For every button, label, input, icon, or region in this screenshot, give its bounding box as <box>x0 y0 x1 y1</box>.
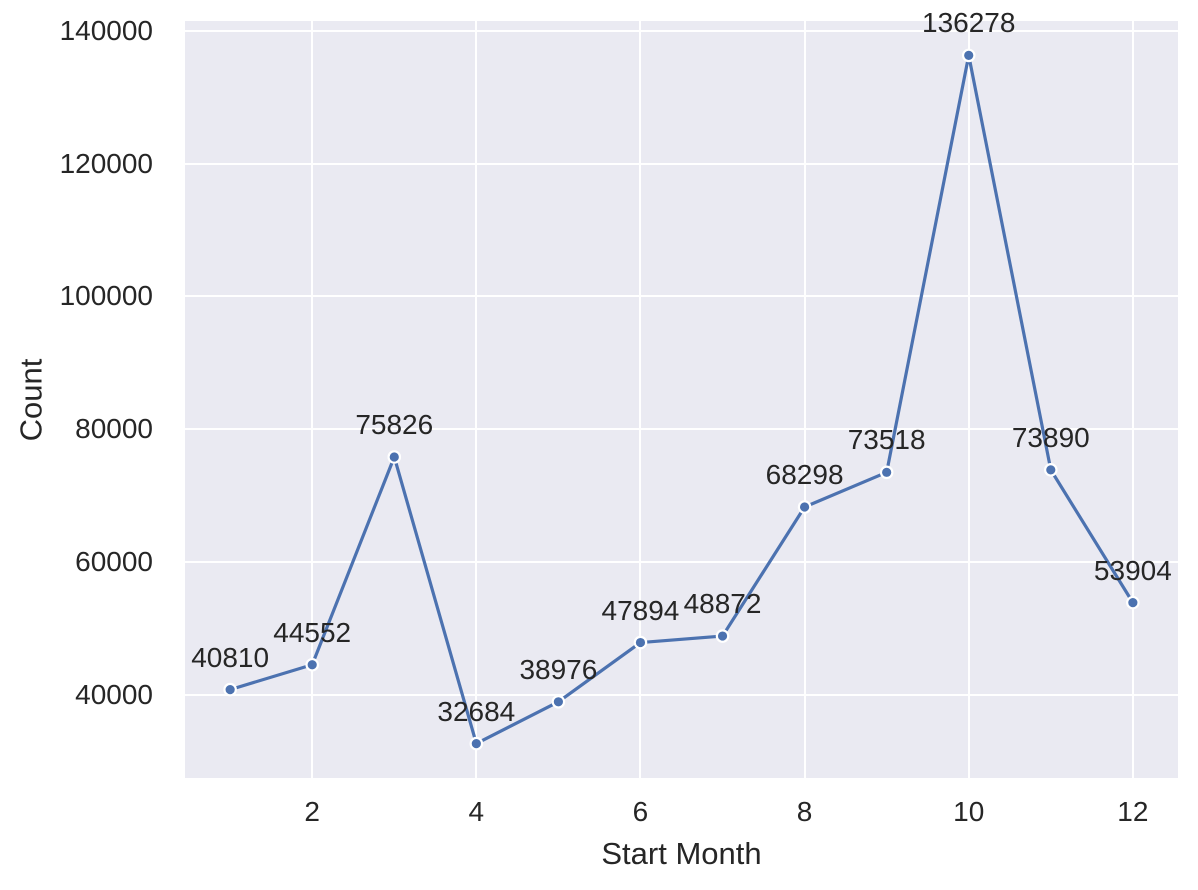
data-point-label: 136278 <box>922 7 1016 39</box>
gridline-horizontal <box>185 693 1178 696</box>
data-point-label: 40810 <box>191 641 270 673</box>
gridline-vertical <box>1131 21 1134 778</box>
y-tick-label: 120000 <box>59 147 153 179</box>
y-tick-label: 80000 <box>75 413 153 445</box>
y-tick-label: 100000 <box>59 280 153 312</box>
data-point-label: 53904 <box>1093 554 1172 586</box>
data-point-label: 47894 <box>601 594 680 626</box>
gridline-horizontal <box>185 428 1178 431</box>
data-point-marker <box>1126 595 1140 610</box>
data-point-marker <box>387 450 402 464</box>
data-point-marker <box>1043 463 1058 477</box>
x-tick-label: 8 <box>796 796 813 827</box>
gridline-vertical <box>803 21 806 778</box>
gridline-horizontal <box>185 162 1178 165</box>
data-point-marker <box>879 465 894 480</box>
data-point-label: 38976 <box>519 653 598 685</box>
data-point-marker <box>469 736 484 751</box>
data-point-marker <box>305 657 320 672</box>
x-axis-label: Start Month <box>601 836 762 871</box>
data-point-label: 68298 <box>765 459 844 490</box>
data-point-marker <box>633 635 648 650</box>
gridline-vertical <box>311 21 314 778</box>
x-tick-label: 6 <box>632 796 649 827</box>
data-point-label: 73518 <box>847 424 926 456</box>
gridline-horizontal <box>185 29 1178 32</box>
line-series-svg <box>223 48 1140 751</box>
data-point-marker <box>551 694 566 709</box>
y-tick-label: 40000 <box>75 678 153 710</box>
data-point-marker <box>223 682 237 697</box>
gridline-horizontal <box>185 561 1178 564</box>
data-point-marker <box>797 500 812 514</box>
series-line <box>228 53 1135 746</box>
data-point-marker <box>715 629 730 643</box>
gridline-vertical <box>967 21 970 778</box>
gridline-vertical <box>639 21 642 778</box>
y-tick-label: 60000 <box>75 546 153 578</box>
data-point-marker <box>961 48 976 63</box>
data-point-label: 73890 <box>1011 421 1090 453</box>
x-tick-label: 4 <box>468 796 485 827</box>
y-tick-label: 140000 <box>59 14 153 46</box>
gridline-vertical <box>475 21 478 778</box>
data-point-label: 48872 <box>683 588 762 620</box>
x-tick-label: 10 <box>953 796 985 827</box>
gridline-horizontal <box>185 295 1178 298</box>
plot-area <box>185 21 1178 778</box>
x-tick-label: 2 <box>304 796 320 827</box>
data-point-label: 44552 <box>273 616 352 648</box>
data-point-label: 75826 <box>355 408 434 440</box>
data-point-label: 32684 <box>437 695 516 727</box>
x-tick-label: 12 <box>1117 796 1149 827</box>
